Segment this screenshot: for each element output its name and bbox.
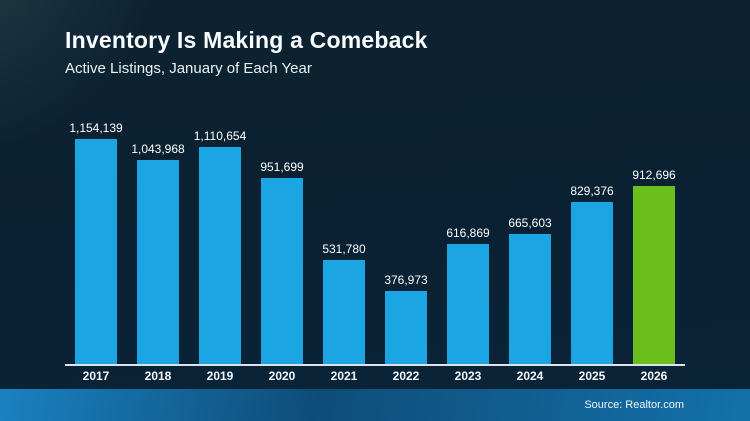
chart-subtitle: Active Listings, January of Each Year	[65, 60, 312, 77]
bar-2021	[323, 260, 365, 364]
bar-2018	[137, 160, 179, 364]
x-tick-2022: 2022	[392, 369, 420, 383]
bar-slot-2023: 616,869	[446, 226, 490, 364]
bar-chart-plot: 1,154,139 1,043,968 1,110,654 951,699 531,78…	[65, 121, 685, 366]
bar-slot-2018: 1,043,968	[131, 143, 185, 364]
bar-value-label-2023: 616,869	[446, 226, 490, 240]
bar-slot-2026: 912,696	[632, 168, 676, 364]
source-attribution: Source: Realtor.com	[584, 399, 684, 411]
x-tick-2021: 2021	[330, 369, 358, 383]
bar-value-label-2018: 1,043,968	[131, 142, 185, 156]
bar-2017	[75, 139, 117, 364]
bar-2026	[633, 186, 675, 364]
bar-slot-2022: 376,973	[384, 273, 428, 364]
bar-slot-2024: 665,603	[508, 216, 552, 364]
bar-2020	[261, 178, 303, 364]
bar-value-label-2026: 912,696	[632, 168, 676, 182]
bar-slot-2019: 1,110,654	[194, 130, 246, 364]
x-tick-2026: 2026	[640, 369, 668, 383]
x-tick-2020: 2020	[268, 369, 296, 383]
bar-value-label-2024: 665,603	[508, 216, 552, 230]
x-tick-2018: 2018	[144, 369, 172, 383]
bar-2019	[199, 147, 241, 364]
bar-value-label-2025: 829,376	[570, 184, 614, 198]
x-tick-2024: 2024	[516, 369, 544, 383]
bar-slot-2021: 531,780	[322, 242, 366, 364]
bar-slot-2025: 829,376	[570, 184, 614, 364]
bar-2023	[447, 244, 489, 364]
chart-title: Inventory Is Making a Comeback	[65, 27, 428, 53]
x-tick-2025: 2025	[578, 369, 606, 383]
x-axis-labels: 2017 2018 2019 2020 2021 2022 2023 2024 2025 2026	[65, 370, 685, 382]
bar-value-label-2019: 1,110,654	[193, 129, 247, 143]
bar-2025	[571, 202, 613, 364]
bar-2024	[509, 234, 551, 364]
x-tick-2019: 2019	[206, 369, 234, 383]
x-tick-2017: 2017	[82, 369, 110, 383]
bar-slot-2017: 1,154,139	[69, 122, 123, 364]
x-tick-2023: 2023	[454, 369, 482, 383]
bar-value-label-2020: 951,699	[260, 160, 304, 174]
footer-band: Source: Realtor.com	[0, 389, 750, 421]
bar-value-label-2021: 531,780	[322, 242, 366, 256]
bar-2022	[385, 291, 427, 364]
bar-slot-2020: 951,699	[260, 160, 304, 364]
bar-value-label-2022: 376,973	[384, 273, 428, 287]
bar-value-label-2017: 1,154,139	[69, 121, 123, 135]
